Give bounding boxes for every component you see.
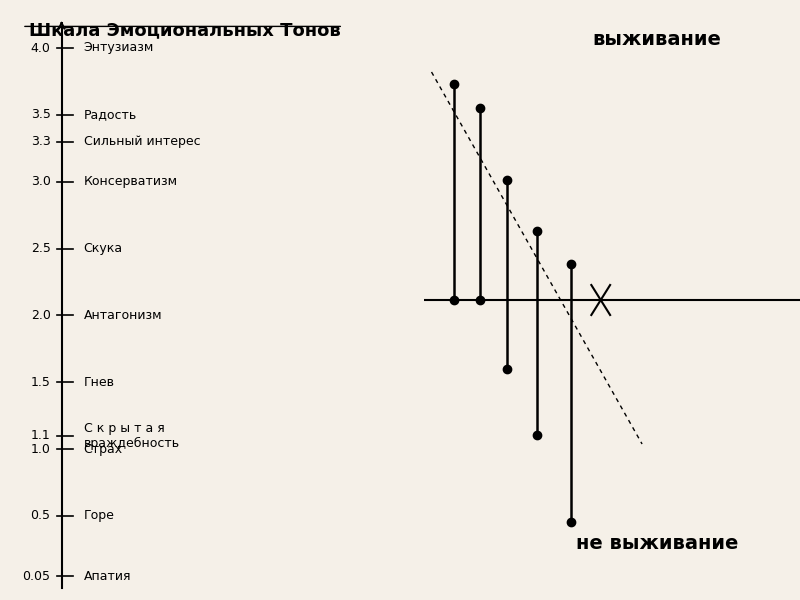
Text: 1.5: 1.5 [30, 376, 50, 389]
Text: 0.05: 0.05 [22, 569, 50, 583]
Text: Радость: Радость [84, 109, 137, 121]
Text: 3.3: 3.3 [31, 135, 50, 148]
Text: Антагонизм: Антагонизм [84, 309, 162, 322]
Text: Гнев: Гнев [84, 376, 114, 389]
Text: Шкала Эмоциональных Тонов: Шкала Эмоциональных Тонов [29, 21, 341, 39]
Text: С к р ы т а я
враждебность: С к р ы т а я враждебность [84, 422, 180, 449]
Text: Страх: Страх [84, 443, 122, 455]
Text: 2.0: 2.0 [30, 309, 50, 322]
Text: Горе: Горе [84, 509, 114, 523]
Text: 0.5: 0.5 [30, 509, 50, 523]
Text: 1.0: 1.0 [30, 443, 50, 455]
Text: Апатия: Апатия [84, 569, 131, 583]
Text: Консерватизм: Консерватизм [84, 175, 178, 188]
Text: 1.1: 1.1 [31, 429, 50, 442]
Text: Энтузиазм: Энтузиазм [84, 41, 154, 55]
Text: 3.5: 3.5 [30, 109, 50, 121]
Text: 4.0: 4.0 [30, 41, 50, 55]
Text: 2.5: 2.5 [30, 242, 50, 255]
Text: 3.0: 3.0 [30, 175, 50, 188]
Text: не выживание: не выживание [576, 534, 738, 553]
Text: Сильный интерес: Сильный интерес [84, 135, 200, 148]
Text: Скука: Скука [84, 242, 122, 255]
Text: выживание: выживание [593, 30, 722, 49]
